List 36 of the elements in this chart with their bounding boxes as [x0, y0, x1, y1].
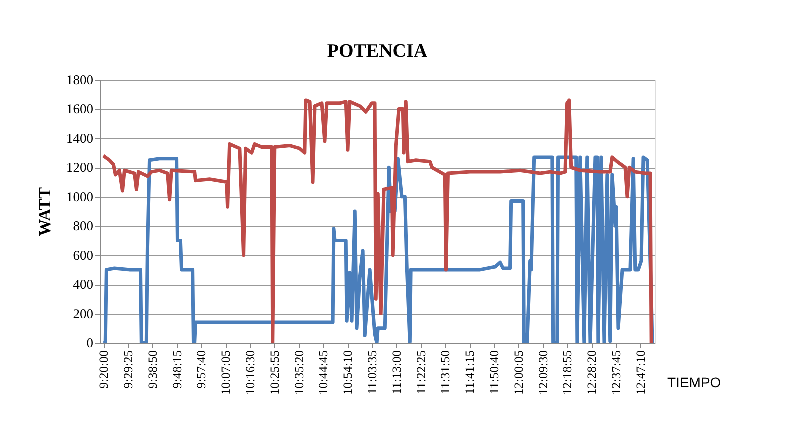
x-tick-label: 9:38:50 [146, 350, 160, 389]
x-tick-label: 10:07:05 [219, 350, 234, 395]
x-axis-title: TIEMPO [668, 374, 722, 390]
x-tick-label: 9:57:40 [194, 350, 209, 389]
y-tick-label: 1600 [66, 102, 94, 117]
y-tick-label: 200 [73, 306, 94, 322]
x-tick-label: 12:37:45 [610, 350, 624, 395]
x-tick-label: 9:29:25 [122, 350, 136, 389]
y-tick-label: 400 [73, 277, 94, 292]
x-tick-label: 11:13:00 [390, 350, 404, 394]
x-tick-label: 9:48:15 [170, 350, 184, 389]
y-axis-title: WATT [36, 186, 54, 236]
x-tick-label: 9:20:00 [97, 350, 112, 389]
y-tick-label: 600 [73, 248, 94, 263]
x-tick-label: 11:31:50 [438, 350, 453, 394]
chart-title: POTENCIA [327, 41, 428, 62]
y-tick-label: 1400 [66, 130, 94, 146]
x-tick-label: 10:16:30 [244, 350, 258, 395]
x-tick-label: 11:22:25 [414, 350, 428, 394]
x-tick-label: 10:25:55 [268, 350, 282, 395]
y-tick-label: 1800 [66, 72, 94, 88]
x-tick-label: 12:00:05 [512, 350, 526, 395]
x-tick-label: 12:18:55 [560, 350, 575, 395]
x-tick-label: 12:09:30 [536, 350, 550, 395]
y-tick-label: 1000 [66, 189, 94, 204]
x-tick-label: 11:03:35 [366, 350, 380, 394]
x-tick-label: 10:35:20 [292, 350, 306, 395]
x-tick-label: 11:50:40 [488, 350, 502, 394]
y-tick-label: 800 [73, 218, 94, 234]
y-tick-label: 1200 [66, 160, 94, 176]
x-tick-label: 12:47:10 [634, 350, 648, 395]
y-tick-label: 0 [86, 336, 94, 350]
x-tick-label: 10:44:45 [316, 350, 331, 395]
x-tick-label: 12:28:20 [585, 350, 600, 395]
x-tick-label: 11:41:15 [463, 350, 478, 394]
x-tick-label: 10:54:10 [341, 350, 356, 395]
